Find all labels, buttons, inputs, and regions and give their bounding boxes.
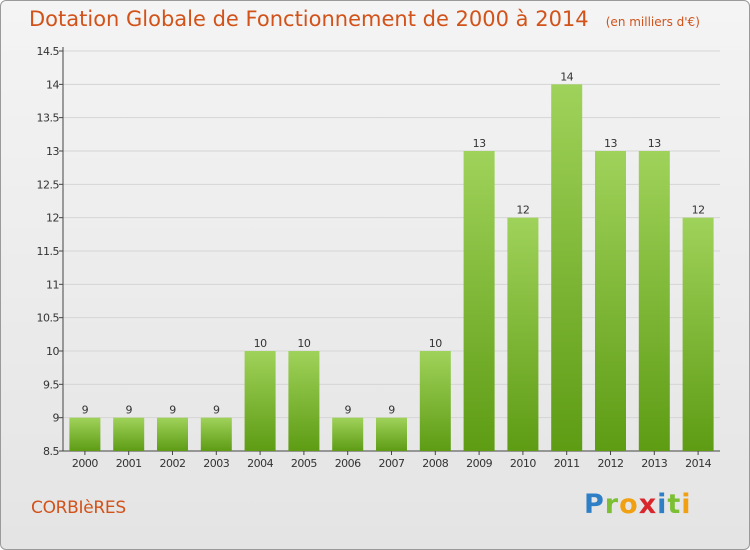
y-tick-label: 14 (46, 78, 59, 91)
brand-letter: P (584, 489, 605, 520)
bar (376, 417, 407, 451)
data-label: 9 (169, 404, 176, 417)
chart-subtitle: (en milliers d'€) (605, 15, 700, 29)
data-label: 10 (429, 337, 442, 350)
data-label: 9 (388, 404, 395, 417)
y-tick-label: 13 (46, 145, 59, 158)
bar (157, 417, 188, 451)
bar (113, 417, 145, 451)
x-tick-label: 2007 (379, 457, 405, 470)
x-tick-label: 2013 (641, 457, 667, 470)
data-label: 12 (692, 204, 705, 217)
x-tick-label: 2006 (335, 457, 361, 470)
data-label: 13 (473, 137, 486, 150)
bar (463, 151, 495, 451)
data-label: 10 (297, 337, 310, 350)
x-tick-label: 2008 (422, 457, 448, 470)
x-tick-label: 2003 (203, 457, 229, 470)
x-tick-label: 2004 (247, 457, 273, 470)
y-tick-label: 11.5 (37, 245, 60, 258)
bar (638, 151, 670, 451)
x-tick-label: 2014 (685, 457, 711, 470)
y-tick-label: 13.5 (37, 112, 60, 125)
brand-letter: i (657, 489, 668, 520)
bar (69, 417, 101, 451)
bar (507, 217, 539, 451)
x-tick-label: 2005 (291, 457, 317, 470)
chart-title: Dotation Globale de Fonctionnement de 20… (29, 7, 589, 31)
bar (595, 151, 626, 451)
bar (551, 84, 583, 451)
x-tick-label: 2001 (116, 457, 142, 470)
data-label: 13 (648, 137, 661, 150)
brand-letter: r (604, 489, 620, 520)
data-label: 12 (516, 204, 529, 217)
x-tick-label: 2002 (160, 457, 186, 470)
x-tick-label: 2000 (72, 457, 98, 470)
y-tick-label: 12 (46, 212, 59, 225)
x-tick-label: 2010 (510, 457, 536, 470)
data-label: 10 (254, 337, 267, 350)
proxiti-logo: Proxiti (584, 489, 692, 520)
bar (244, 351, 276, 451)
data-label: 13 (604, 137, 617, 150)
bar (682, 217, 714, 451)
x-tick-label: 2012 (598, 457, 624, 470)
x-tick-label: 2009 (466, 457, 492, 470)
data-label: 14 (560, 70, 573, 83)
data-label: 9 (125, 404, 132, 417)
data-label: 9 (82, 404, 89, 417)
bar (419, 351, 451, 451)
data-label: 9 (344, 404, 351, 417)
y-tick-label: 9 (53, 412, 60, 425)
data-label: 9 (213, 404, 220, 417)
bar (288, 351, 320, 451)
commune-name: CORBIèRES (31, 498, 126, 518)
y-tick-label: 8.5 (43, 445, 59, 458)
brand-letter: t (667, 489, 682, 520)
x-tick-label: 2011 (554, 457, 580, 470)
y-tick-label: 14.5 (37, 45, 60, 58)
y-tick-label: 10.5 (37, 312, 60, 325)
brand-letter: x (638, 489, 658, 520)
brand-letter: i (681, 489, 692, 520)
brand-letter: o (619, 489, 639, 520)
y-tick-label: 10 (46, 345, 59, 358)
bar (200, 417, 232, 451)
title-row: Dotation Globale de Fonctionnement de 20… (29, 7, 700, 31)
y-tick-label: 11 (46, 278, 59, 291)
y-tick-label: 12.5 (37, 178, 60, 191)
bar (332, 417, 364, 451)
y-tick-label: 9.5 (43, 378, 59, 391)
